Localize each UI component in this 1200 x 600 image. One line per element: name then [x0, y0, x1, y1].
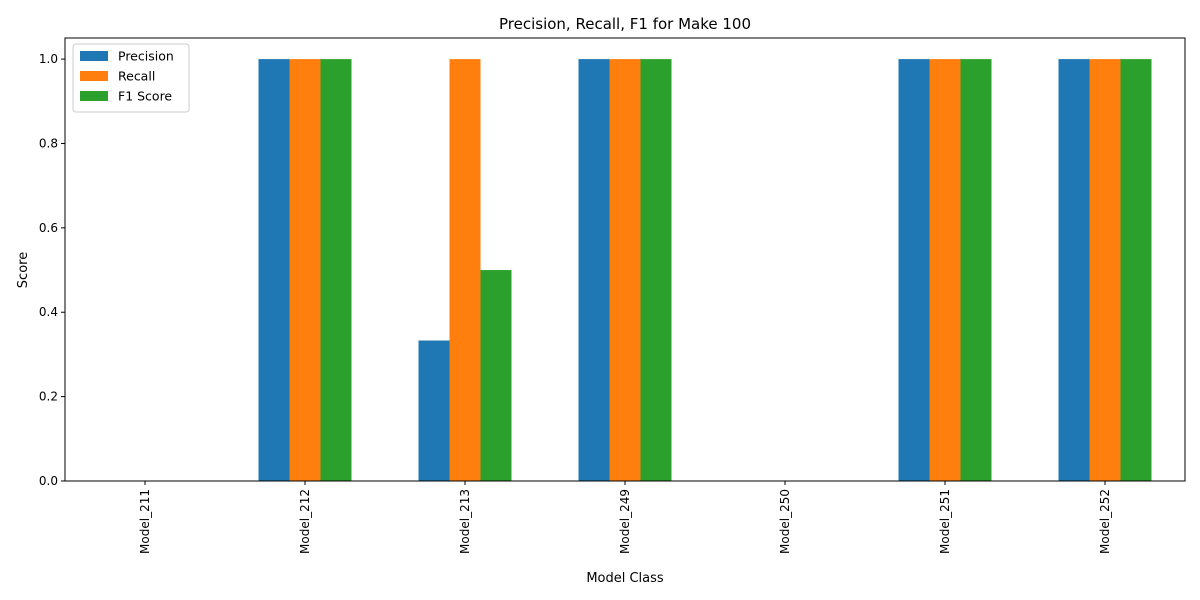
x-axis-label: Model Class: [586, 571, 664, 586]
bar-precision-model_212: [258, 59, 290, 481]
y-axis-label: Score: [16, 252, 31, 288]
x-tick-label: Model_250: [778, 489, 792, 554]
bar-recall-model_252: [1089, 59, 1121, 481]
bar-recall-model_213: [449, 59, 481, 481]
chart-title: Precision, Recall, F1 for Make 100: [499, 15, 751, 33]
bar-f1-score-model_252: [1120, 59, 1152, 481]
y-tick-label: 0.8: [39, 136, 58, 150]
legend-label-precision: Precision: [118, 49, 174, 64]
bar-precision-model_249: [578, 59, 610, 481]
bar-recall-model_212: [289, 59, 321, 481]
y-tick-label: 0.4: [39, 305, 58, 319]
bar-precision-model_252: [1058, 59, 1090, 481]
legend: Precision Recall F1 Score: [72, 43, 190, 113]
bar-f1-score-model_251: [960, 59, 992, 481]
y-tick-label: 1.0: [39, 52, 58, 66]
y-tick-label: 0.2: [39, 390, 58, 404]
x-tick-label: Model_213: [458, 489, 472, 554]
legend-swatch-precision: [80, 51, 108, 61]
legend-swatch-f1-score: [80, 91, 108, 101]
legend-label-recall: Recall: [118, 69, 155, 84]
plot-area: 0.0 0.2 0.4 0.6 0.8 1.0 Model_211 Model_212 Mode…: [39, 37, 1186, 554]
bar-f1-score-model_212: [320, 59, 352, 481]
x-tick-label: Model_211: [138, 489, 152, 554]
bar-f1-score-model_213: [480, 270, 512, 481]
x-tick-label: Model_252: [1098, 489, 1112, 554]
legend-label-f1-score: F1 Score: [118, 89, 172, 104]
legend-swatch-recall: [80, 71, 108, 81]
x-tick-label: Model_251: [938, 489, 952, 554]
bar-f1-score-model_249: [640, 59, 672, 481]
y-tick-label: 0.0: [39, 474, 58, 488]
bar-precision-model_213: [418, 340, 450, 481]
bar-recall-model_249: [609, 59, 641, 481]
x-tick-label: Model_249: [618, 489, 632, 554]
bar-recall-model_251: [929, 59, 961, 481]
x-tick-label: Model_212: [298, 489, 312, 554]
y-tick-label: 0.6: [39, 221, 58, 235]
bar-precision-model_251: [898, 59, 930, 481]
